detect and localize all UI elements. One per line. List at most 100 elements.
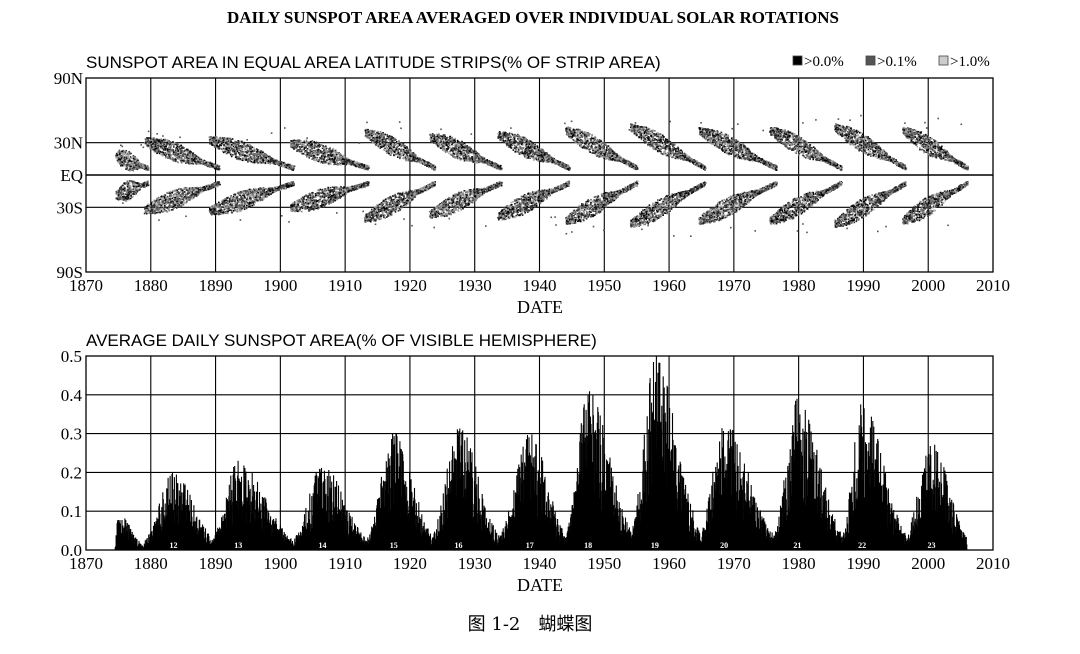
butterfly-point <box>218 212 221 214</box>
butterfly-point <box>213 207 215 210</box>
butterfly-point <box>272 187 275 190</box>
butterfly-point <box>139 165 142 167</box>
butterfly-point <box>317 142 320 144</box>
butterfly-point <box>262 153 264 155</box>
butterfly-point <box>311 154 313 157</box>
butterfly-point <box>240 147 243 150</box>
butterfly-point <box>189 190 191 193</box>
butterfly-point <box>260 156 262 159</box>
butterfly-point <box>192 187 195 190</box>
butterfly-point <box>215 139 217 142</box>
butterfly-point <box>122 162 124 164</box>
butterfly-point <box>160 210 163 212</box>
butterfly-point <box>258 159 260 161</box>
butterfly-point <box>122 199 125 201</box>
butterfly-point <box>241 141 244 144</box>
butterfly-point <box>163 199 166 202</box>
butterfly-point <box>176 145 179 148</box>
butterfly-point <box>120 151 122 154</box>
butterfly-point <box>310 207 313 209</box>
butterfly-point <box>148 210 151 213</box>
butterfly-point <box>182 194 184 197</box>
butterfly-point <box>225 142 227 144</box>
butterfly-point <box>199 190 201 193</box>
butterfly-point <box>217 141 220 144</box>
butterfly-point <box>221 139 223 142</box>
butterfly-point <box>130 152 132 155</box>
butterfly-point <box>133 164 135 167</box>
butterfly-point <box>271 157 274 160</box>
butterfly-point <box>178 192 181 194</box>
butterfly-point <box>272 188 275 191</box>
butterfly-point <box>194 157 197 159</box>
butterfly-point <box>240 194 243 197</box>
butterfly-point <box>261 193 264 196</box>
butterfly-point <box>216 202 218 205</box>
butterfly-point <box>241 201 244 204</box>
butterfly-point <box>166 198 169 201</box>
butterfly-point <box>139 166 142 169</box>
butterfly-point <box>133 160 135 163</box>
butterfly-point <box>228 142 231 144</box>
butterfly-point <box>232 142 235 145</box>
butterfly-point <box>197 158 199 161</box>
butterfly-point <box>132 183 134 186</box>
butterfly-point <box>253 196 255 199</box>
butterfly-point <box>199 191 202 194</box>
butterfly-point <box>189 160 191 162</box>
butterfly-point <box>154 144 156 146</box>
butterfly-point <box>268 158 271 160</box>
butterfly-point <box>234 156 237 159</box>
butterfly-point <box>227 146 229 149</box>
butterfly-point <box>123 190 126 192</box>
butterfly-point <box>232 145 235 147</box>
butterfly-point <box>180 150 183 152</box>
butterfly-point <box>306 202 308 205</box>
butterfly-point <box>181 189 184 192</box>
legend-label: >0.0% <box>804 54 844 70</box>
butterfly-point <box>134 157 136 159</box>
butterfly-point <box>193 156 195 158</box>
butterfly-point <box>121 164 124 167</box>
butterfly-point <box>229 149 231 151</box>
butterfly-point <box>240 196 242 198</box>
butterfly-point <box>227 150 230 152</box>
butterfly-point <box>186 153 189 156</box>
butterfly-point <box>288 221 290 223</box>
butterfly-point <box>262 195 265 197</box>
butterfly-point <box>133 161 135 164</box>
butterfly-point <box>243 150 246 152</box>
butterfly-point <box>116 192 118 195</box>
butterfly-point <box>117 191 120 193</box>
butterfly-point <box>172 149 174 152</box>
butterfly-point <box>129 168 131 171</box>
butterfly-point <box>249 196 252 198</box>
butterfly-point <box>260 157 262 160</box>
butterfly-point <box>271 159 274 162</box>
butterfly-point <box>184 155 187 157</box>
butterfly-point <box>262 158 264 161</box>
butterfly-point <box>157 205 160 208</box>
butterfly-point <box>172 159 175 161</box>
butterfly-point <box>195 188 197 191</box>
butterfly-point <box>312 194 315 197</box>
butterfly-point <box>251 196 254 199</box>
butterfly-point <box>118 149 121 152</box>
butterfly-point <box>255 155 258 158</box>
butterfly-point <box>251 188 253 191</box>
butterfly-point <box>270 157 272 159</box>
butterfly-point <box>329 190 332 193</box>
butterfly-point <box>276 188 278 191</box>
butterfly-point <box>267 193 270 195</box>
butterfly-point <box>213 206 215 209</box>
butterfly-point <box>251 190 254 193</box>
butterfly-point <box>262 190 265 193</box>
butterfly-point <box>210 212 212 215</box>
legend-swatch <box>938 55 949 66</box>
butterfly-point <box>146 208 149 211</box>
butterfly-point <box>242 208 244 210</box>
butterfly-point <box>243 143 246 146</box>
butterfly-point <box>173 199 175 201</box>
butterfly-point <box>175 150 178 152</box>
butterfly-point <box>266 190 268 193</box>
